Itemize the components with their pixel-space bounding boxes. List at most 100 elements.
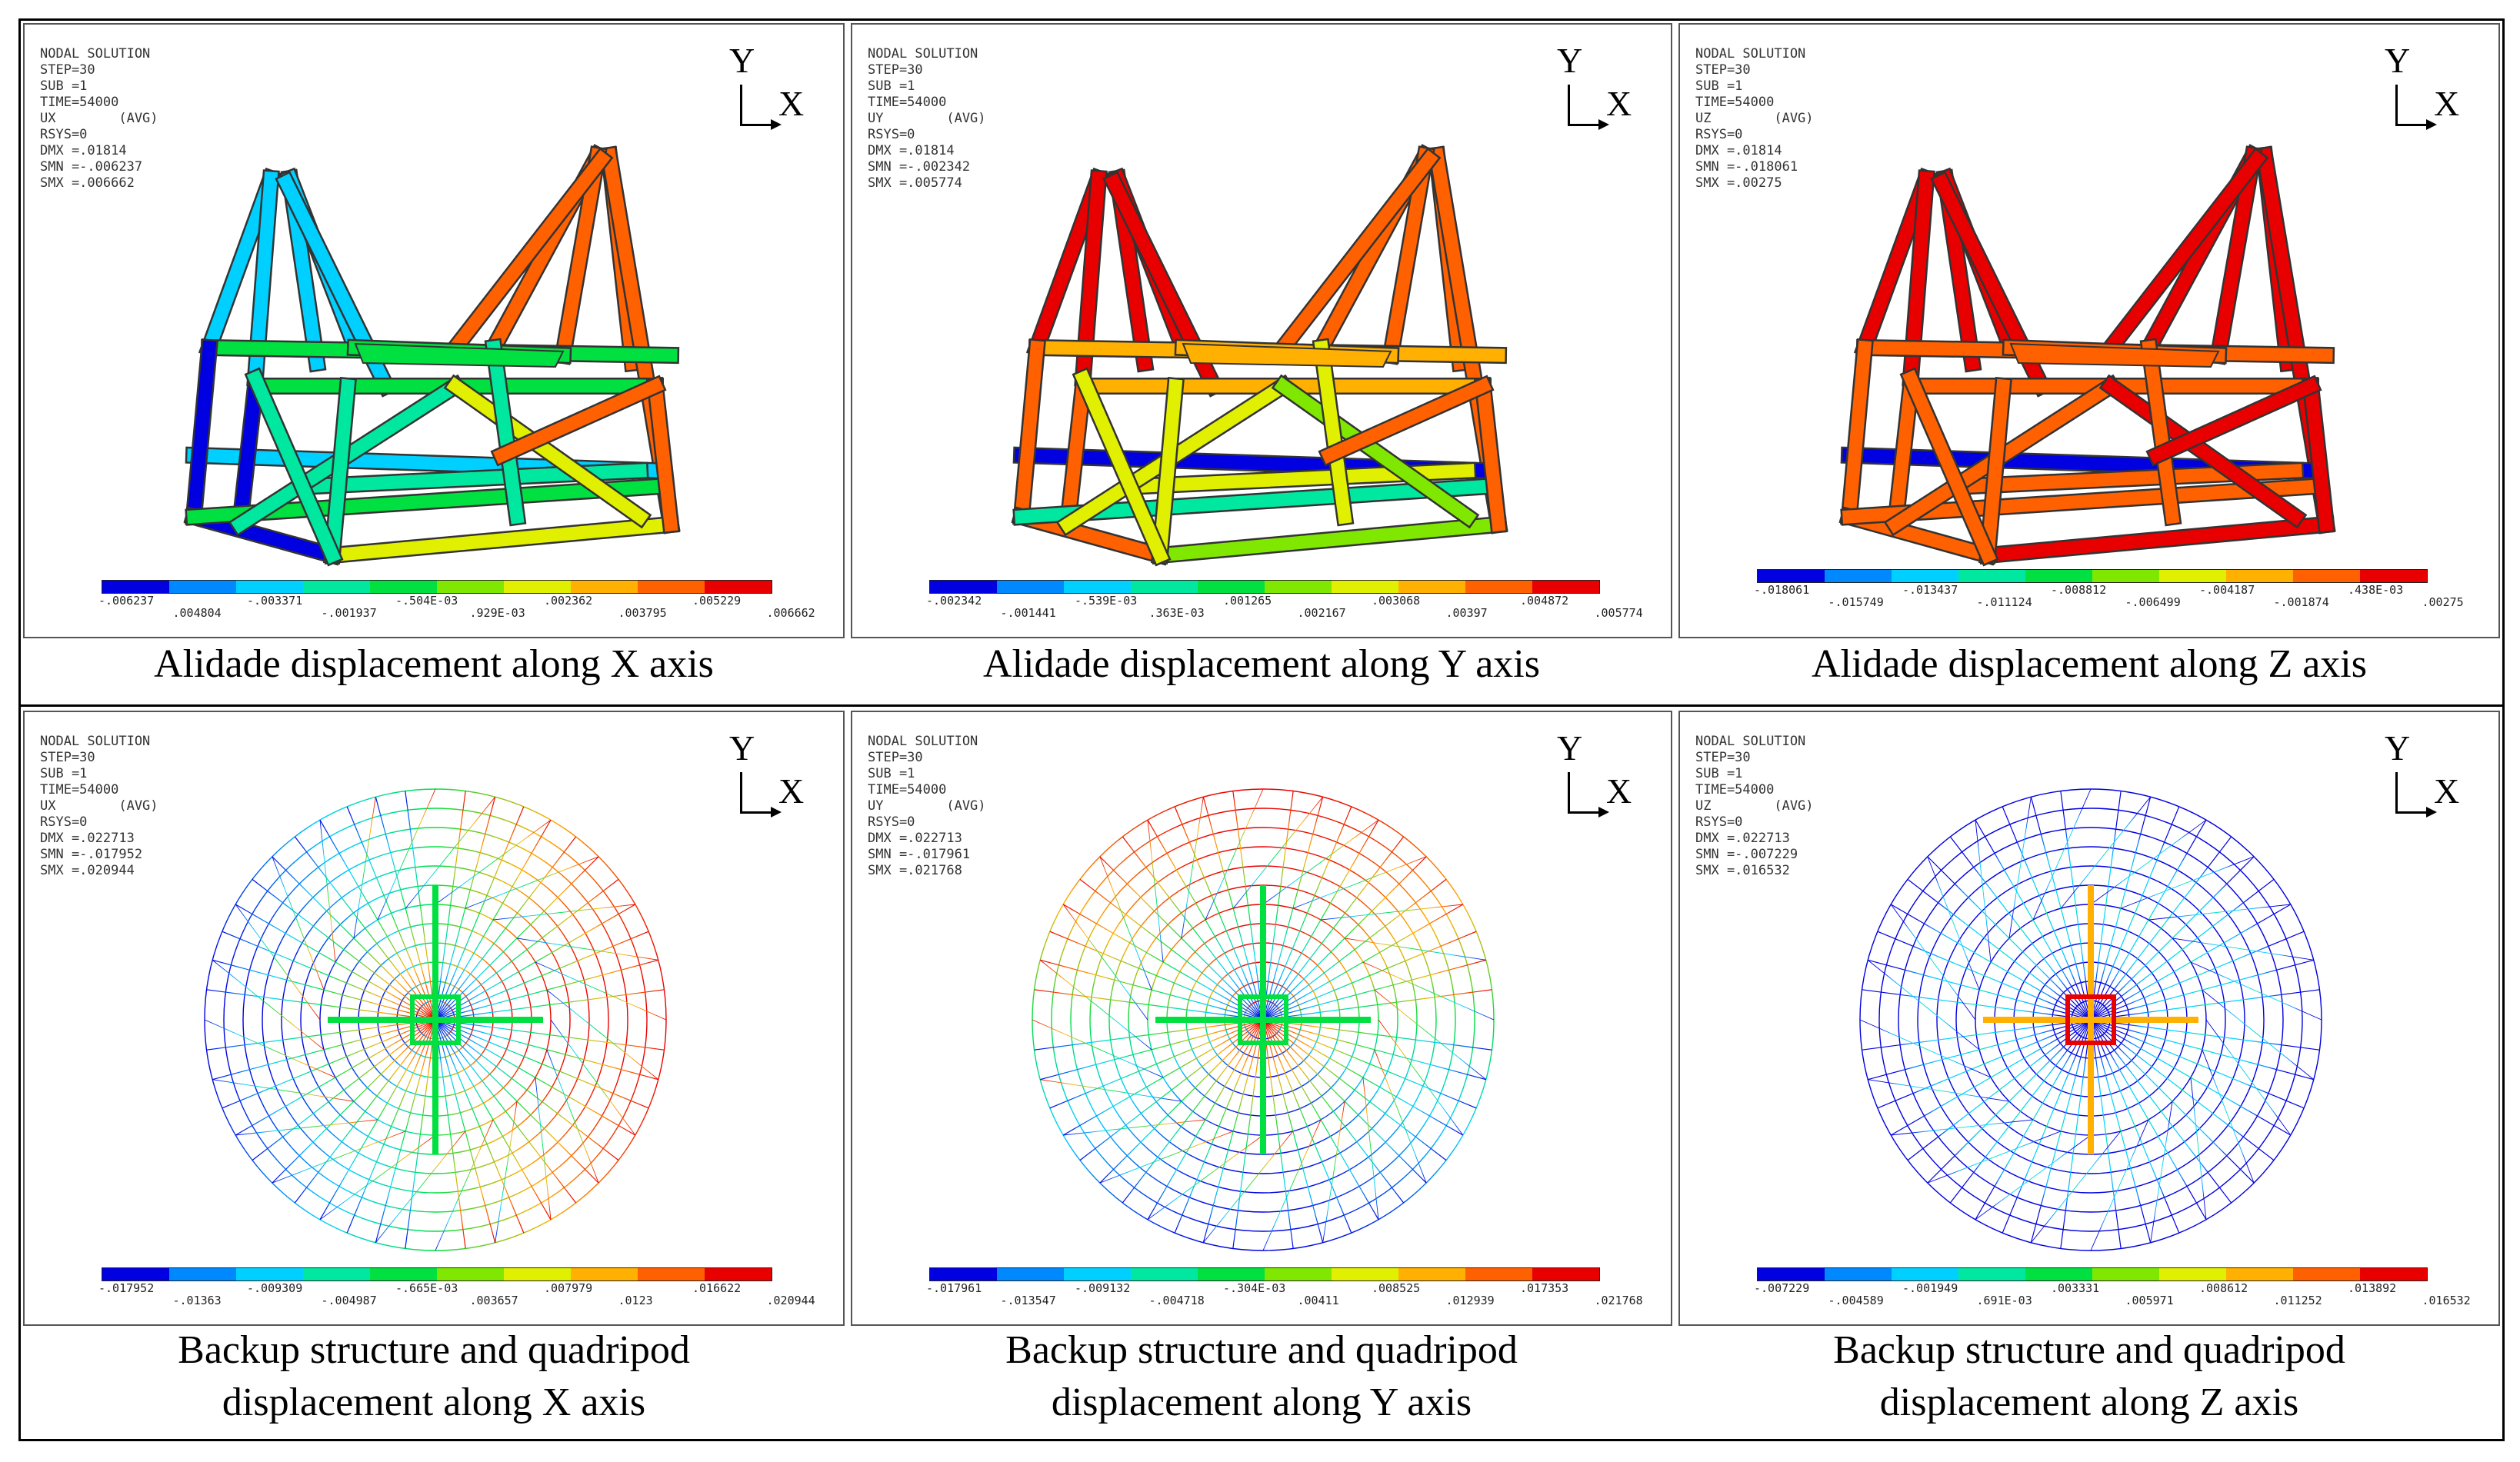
mesh-spoke	[206, 1019, 436, 1051]
solution-info-line: DMX =.022713	[1695, 831, 1790, 846]
axis-label-x: X	[1606, 84, 1632, 123]
legend-swatch	[236, 581, 303, 593]
legend-swatch	[1332, 581, 1398, 593]
figure-frame	[18, 18, 2505, 1441]
contour-plot-panel: NODAL SOLUTION STEP=30 SUB =1 TIME=54000 UZ …	[1678, 711, 2500, 1326]
mesh-spoke	[2090, 878, 2275, 1021]
axis-label-y: Y	[2385, 728, 2411, 768]
legend-tick-label: -.009132	[1075, 1281, 1131, 1295]
legend-tick-label: -.004987	[321, 1294, 377, 1307]
solution-info-line: NODAL SOLUTION	[1695, 46, 1806, 62]
legend-swatch	[2025, 570, 2092, 582]
legend-swatch	[102, 1268, 169, 1280]
axis-label-y: Y	[1557, 41, 1583, 80]
legend-swatch	[1131, 1268, 1198, 1280]
axis-line-x	[2395, 811, 2429, 814]
quadripod-hub	[410, 994, 461, 1045]
legend-tick-label: .011252	[2273, 1294, 2322, 1307]
mesh-plot	[204, 788, 667, 1251]
truss-beam	[1274, 150, 1438, 357]
truss-beam	[1014, 340, 1045, 525]
mesh-spoke	[2060, 791, 2092, 1021]
legend-tick-label: -.007229	[1754, 1281, 1810, 1295]
legend-swatch	[1892, 1268, 1958, 1280]
axis-line-x	[1568, 124, 1602, 126]
solution-info-line: SMX =.005774	[868, 175, 962, 191]
legend-tick-label: -.011124	[1976, 595, 2032, 609]
legend-tick-label: -.006237	[98, 594, 155, 608]
contour-plot-panel: NODAL SOLUTION STEP=30 SUB =1 TIME=54000 UZ …	[1678, 23, 2500, 638]
mesh-spoke	[435, 1019, 525, 1234]
panel-caption: Backup structure and quadripod displaceme…	[851, 1324, 1672, 1440]
color-legend-bar	[1757, 1267, 2428, 1281]
axis-label-x: X	[778, 84, 805, 123]
solution-info-block: NODAL SOLUTION STEP=30 SUB =1 TIME=54000 UZ …	[1695, 734, 1814, 879]
mesh-plot	[1859, 788, 2322, 1251]
legend-swatch	[2092, 570, 2159, 582]
truss-beam	[1980, 378, 2011, 563]
legend-tick-label: .002362	[544, 594, 593, 608]
mesh-spoke	[1262, 878, 1447, 1021]
legend-tick-label: .00275	[2422, 595, 2464, 609]
mesh-spoke	[1927, 856, 2092, 1021]
mesh-spoke	[1232, 1019, 1264, 1249]
legend-tick-label: .005971	[2125, 1294, 2174, 1307]
axis-label-y: Y	[729, 728, 755, 768]
truss-beam	[2142, 340, 2180, 525]
mesh-spoke	[2090, 1019, 2275, 1161]
quadripod-horizontal	[328, 1017, 543, 1023]
legend-tick-labels: -.007229 -.004589 -.001949 .691E-03 .003331.…	[1754, 1281, 2471, 1312]
legend-tick-label: .013892	[2348, 1281, 2397, 1295]
axis-label-y: Y	[729, 41, 755, 80]
mesh-spoke	[1262, 931, 1477, 1021]
panel-caption: Alidade displacement along Z axis	[1678, 638, 2500, 700]
solution-info-line: UY (AVG)	[868, 798, 986, 814]
legend-swatch	[1332, 1268, 1398, 1280]
solution-info-line: TIME=54000	[1695, 95, 1775, 110]
solution-info-line: SMN =-.002342	[868, 159, 971, 175]
legend-tick-label: -.539E-03	[1075, 594, 1138, 608]
mesh-spoke	[1262, 989, 1492, 1021]
legend-swatch	[1758, 1268, 1825, 1280]
truss-beam	[492, 377, 665, 465]
solution-info-block: NODAL SOLUTION STEP=30 SUB =1 TIME=54000 UX …	[40, 734, 158, 879]
legend-swatch	[1064, 581, 1131, 593]
legend-swatch	[571, 581, 638, 593]
mesh-spoke	[2090, 1019, 2232, 1204]
alidade-truss-model	[183, 144, 681, 567]
solution-info-block: NODAL SOLUTION STEP=30 SUB =1 TIME=54000 UY …	[868, 46, 986, 191]
legend-swatch	[2025, 1268, 2092, 1280]
legend-tick-label: .003331	[2051, 1281, 2100, 1295]
legend-swatch	[2159, 570, 2226, 582]
solution-info-line: DMX =.01814	[868, 143, 955, 158]
solution-info-line: SMN =-.018061	[1695, 159, 1798, 175]
arrow-right-icon	[2426, 807, 2437, 818]
mesh-spoke	[252, 878, 436, 1021]
mesh-spoke	[435, 1019, 665, 1051]
quadripod-hub	[2065, 994, 2116, 1045]
axis-line-x	[1568, 811, 1602, 814]
contour-plot-panel: NODAL SOLUTION STEP=30 SUB =1 TIME=54000 UY …	[851, 23, 1672, 638]
truss-plot	[183, 144, 681, 567]
legend-tick-label: .021768	[1594, 1294, 1643, 1307]
legend-swatch	[705, 1268, 772, 1280]
legend-tick-label: -.003371	[247, 594, 303, 608]
legend-tick-label: .0123	[618, 1294, 653, 1307]
solution-info-line: DMX =.022713	[868, 831, 962, 846]
truss-beam	[325, 378, 355, 563]
panel-caption: Alidade displacement along X axis	[23, 638, 845, 700]
solution-info-line: UZ (AVG)	[1695, 798, 1814, 814]
caption-line: Backup structure and quadripod	[178, 1328, 690, 1372]
mesh-spoke	[1907, 878, 2092, 1021]
legend-tick-label: -.017952	[98, 1281, 155, 1295]
axis-line-x	[740, 124, 774, 126]
mesh-spoke	[405, 791, 436, 1021]
mesh-spoke	[1262, 1019, 1294, 1249]
legend-swatch	[2360, 1268, 2427, 1280]
legend-tick-label: .438E-03	[2348, 583, 2404, 597]
solution-info-line: SMX =.020944	[40, 863, 135, 878]
mesh-spoke	[212, 1019, 436, 1081]
axis-line-y	[2395, 772, 2398, 814]
